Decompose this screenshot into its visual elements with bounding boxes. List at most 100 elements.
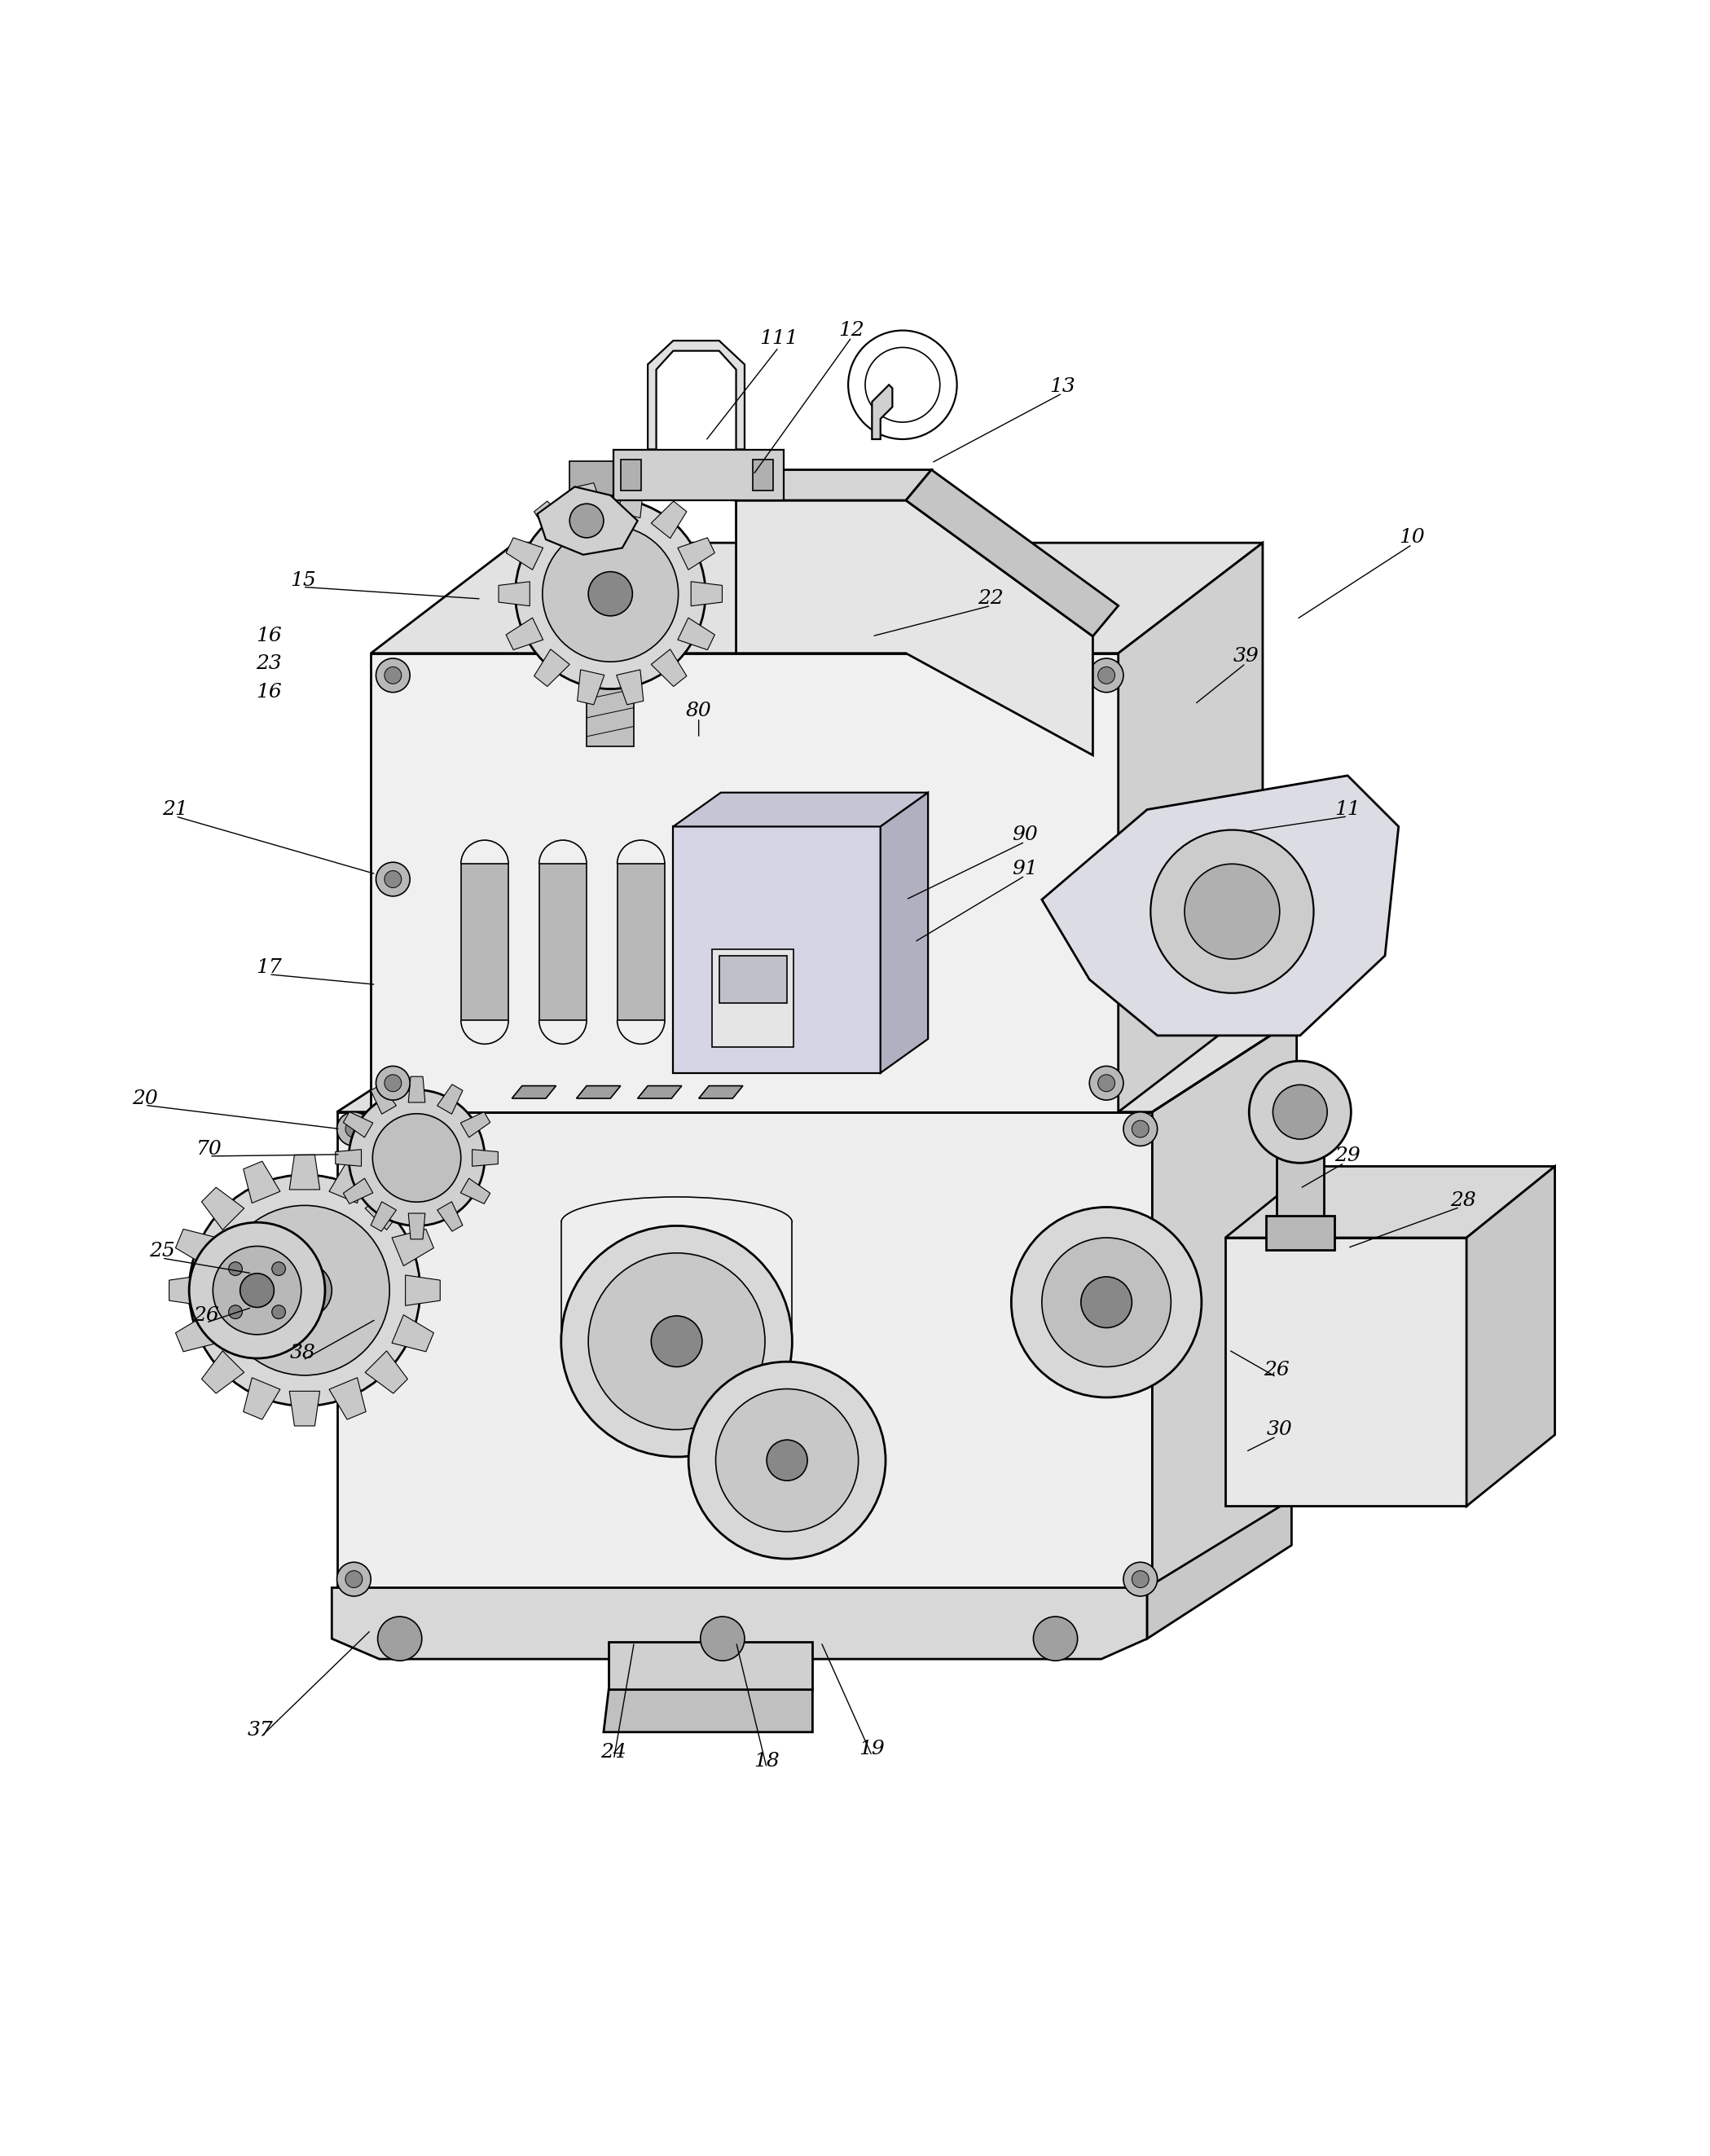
Circle shape bbox=[865, 347, 940, 423]
Polygon shape bbox=[674, 793, 929, 826]
Text: 80: 80 bbox=[686, 701, 711, 720]
Polygon shape bbox=[289, 1156, 320, 1190]
Circle shape bbox=[272, 1261, 286, 1276]
Polygon shape bbox=[176, 1229, 217, 1266]
Polygon shape bbox=[578, 483, 604, 517]
Text: 23: 23 bbox=[256, 653, 282, 673]
Circle shape bbox=[385, 666, 402, 683]
Circle shape bbox=[652, 1315, 703, 1367]
Text: 15: 15 bbox=[291, 571, 316, 589]
Polygon shape bbox=[202, 1188, 245, 1229]
Bar bbox=[614, 448, 783, 500]
Polygon shape bbox=[371, 1201, 397, 1231]
Polygon shape bbox=[337, 1018, 1296, 1112]
Bar bbox=[609, 1643, 812, 1690]
Polygon shape bbox=[289, 1391, 320, 1425]
Polygon shape bbox=[872, 384, 893, 440]
Bar bbox=[1226, 1238, 1467, 1507]
Circle shape bbox=[214, 1246, 301, 1335]
Polygon shape bbox=[472, 1149, 498, 1166]
Circle shape bbox=[385, 871, 402, 888]
Polygon shape bbox=[409, 1076, 426, 1102]
Polygon shape bbox=[332, 1587, 1147, 1660]
Polygon shape bbox=[881, 793, 929, 1074]
Circle shape bbox=[376, 1065, 410, 1100]
Circle shape bbox=[1151, 830, 1313, 994]
Polygon shape bbox=[392, 1229, 434, 1266]
Circle shape bbox=[561, 1227, 792, 1457]
Circle shape bbox=[1185, 865, 1279, 959]
Polygon shape bbox=[335, 1149, 361, 1166]
Polygon shape bbox=[243, 1162, 280, 1203]
Circle shape bbox=[345, 1121, 363, 1138]
Polygon shape bbox=[1226, 1166, 1554, 1238]
Circle shape bbox=[229, 1304, 243, 1319]
Text: 13: 13 bbox=[1050, 377, 1076, 397]
Polygon shape bbox=[438, 1084, 463, 1115]
Polygon shape bbox=[405, 1274, 439, 1307]
Text: 24: 24 bbox=[600, 1742, 628, 1761]
Bar bbox=[587, 496, 634, 746]
Polygon shape bbox=[511, 1087, 556, 1097]
Circle shape bbox=[376, 658, 410, 692]
Bar bbox=[462, 865, 508, 1020]
Circle shape bbox=[1123, 1563, 1158, 1595]
Polygon shape bbox=[344, 1112, 373, 1138]
Polygon shape bbox=[648, 341, 744, 448]
Circle shape bbox=[1272, 1084, 1327, 1138]
Polygon shape bbox=[460, 1112, 491, 1138]
Circle shape bbox=[515, 498, 706, 690]
Circle shape bbox=[1041, 1238, 1171, 1367]
Text: 38: 38 bbox=[291, 1343, 316, 1363]
Text: 22: 22 bbox=[978, 589, 1004, 608]
Polygon shape bbox=[906, 470, 1118, 636]
Polygon shape bbox=[438, 1201, 463, 1231]
Polygon shape bbox=[677, 537, 715, 569]
Polygon shape bbox=[534, 649, 569, 686]
Polygon shape bbox=[677, 619, 715, 649]
Circle shape bbox=[345, 1572, 363, 1587]
Polygon shape bbox=[169, 1274, 203, 1307]
Circle shape bbox=[1123, 1112, 1158, 1147]
Text: 12: 12 bbox=[838, 321, 865, 341]
Bar bbox=[371, 653, 1118, 1112]
Circle shape bbox=[1098, 666, 1115, 683]
Polygon shape bbox=[409, 1214, 426, 1240]
Text: 16: 16 bbox=[256, 683, 282, 701]
Text: 29: 29 bbox=[1336, 1147, 1361, 1166]
Circle shape bbox=[701, 1617, 744, 1660]
Circle shape bbox=[588, 571, 633, 617]
Polygon shape bbox=[638, 1087, 682, 1097]
Text: 28: 28 bbox=[1450, 1190, 1476, 1210]
Polygon shape bbox=[506, 537, 544, 569]
Circle shape bbox=[569, 505, 604, 537]
Text: 25: 25 bbox=[149, 1242, 174, 1261]
Polygon shape bbox=[652, 500, 687, 539]
Text: 30: 30 bbox=[1267, 1421, 1293, 1438]
Polygon shape bbox=[534, 500, 569, 539]
Polygon shape bbox=[328, 1378, 366, 1419]
Bar bbox=[569, 461, 652, 496]
Polygon shape bbox=[176, 1315, 217, 1352]
Text: 11: 11 bbox=[1336, 800, 1361, 819]
Circle shape bbox=[1098, 871, 1115, 888]
Circle shape bbox=[1132, 1572, 1149, 1587]
Bar bbox=[621, 459, 641, 489]
Text: 26: 26 bbox=[1264, 1360, 1289, 1380]
Polygon shape bbox=[616, 483, 643, 517]
Polygon shape bbox=[506, 619, 544, 649]
Text: 37: 37 bbox=[248, 1720, 274, 1740]
Polygon shape bbox=[1147, 1498, 1291, 1639]
Polygon shape bbox=[1153, 1018, 1296, 1595]
Polygon shape bbox=[1467, 1166, 1554, 1507]
Circle shape bbox=[588, 1253, 764, 1429]
Bar bbox=[713, 949, 793, 1048]
Polygon shape bbox=[1118, 543, 1262, 1112]
Circle shape bbox=[239, 1274, 274, 1307]
Circle shape bbox=[337, 1563, 371, 1595]
Circle shape bbox=[1081, 1276, 1132, 1328]
Bar bbox=[617, 865, 665, 1020]
Text: 20: 20 bbox=[132, 1089, 157, 1108]
Circle shape bbox=[349, 1091, 484, 1227]
Polygon shape bbox=[735, 470, 932, 500]
